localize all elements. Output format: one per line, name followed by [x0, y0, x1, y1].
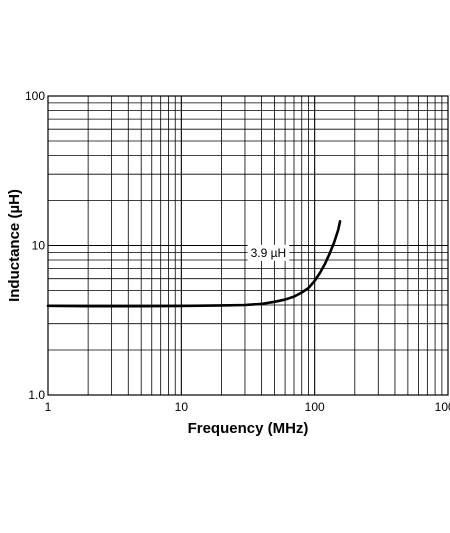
x-tick-label: 100: [305, 400, 325, 414]
y-tick-label: 10: [32, 239, 46, 253]
series-annotation-label: 3.9 µH: [251, 246, 287, 260]
x-tick-labels: 1 10 100 1000: [45, 400, 450, 414]
x-tick-label: 1000: [435, 400, 450, 414]
y-tick-label: 1.0: [28, 388, 45, 402]
y-tick-label: 100: [25, 89, 45, 103]
x-tick-label: 1: [45, 400, 52, 414]
annotation-background: [247, 244, 290, 261]
x-tick-label: 10: [175, 400, 189, 414]
y-axis-title: Inductance (µH): [6, 189, 23, 302]
plot-frame: [47, 95, 449, 396]
y-tick-labels: 1.0 10 100: [25, 89, 45, 402]
x-axis-title: Frequency (MHz): [188, 420, 309, 437]
series-line-3-9uh: [46, 220, 342, 308]
